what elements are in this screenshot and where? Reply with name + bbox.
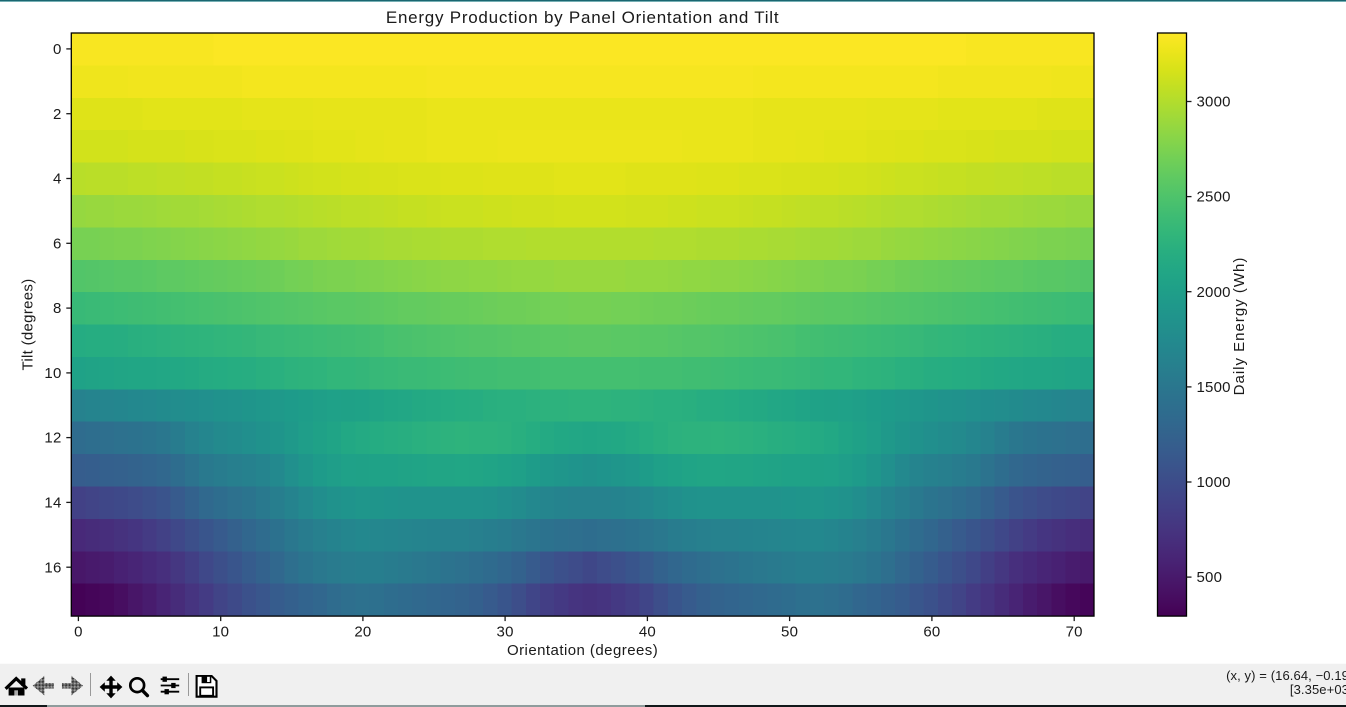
svg-text:0: 0 [74,624,83,641]
svg-text:Energy Production by Panel Ori: Energy Production by Panel Orientation a… [386,8,779,27]
svg-text:20: 20 [354,624,371,641]
svg-text:500: 500 [1197,569,1223,586]
svg-text:4: 4 [53,171,62,188]
svg-text:70: 70 [1066,624,1083,641]
svg-text:Daily Energy (Wh): Daily Energy (Wh) [1231,257,1248,396]
svg-text:40: 40 [639,624,656,641]
svg-text:60: 60 [923,624,940,641]
svg-text:16: 16 [44,559,61,576]
svg-text:1000: 1000 [1197,474,1231,491]
svg-text:12: 12 [44,430,61,447]
svg-text:Tilt (degrees): Tilt (degrees) [20,278,37,370]
svg-text:0: 0 [53,41,62,58]
svg-text:8: 8 [53,300,62,317]
svg-text:3000: 3000 [1197,94,1231,111]
svg-text:30: 30 [497,624,514,641]
svg-text:2: 2 [53,106,62,123]
svg-text:Orientation (degrees): Orientation (degrees) [507,642,658,659]
svg-text:2000: 2000 [1197,284,1231,301]
svg-text:2500: 2500 [1197,189,1231,206]
svg-text:14: 14 [44,495,61,512]
svg-text:50: 50 [781,624,798,641]
svg-text:10: 10 [212,624,229,641]
svg-text:1500: 1500 [1197,379,1231,396]
svg-text:6: 6 [53,235,62,252]
svg-text:10: 10 [44,365,61,382]
